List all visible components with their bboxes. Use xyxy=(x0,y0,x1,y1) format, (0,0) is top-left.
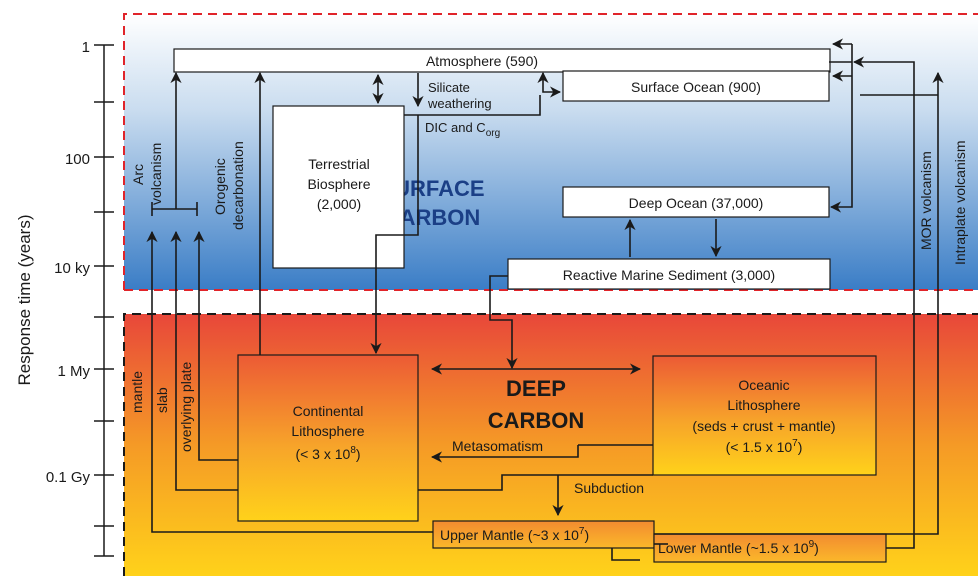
surface-ocean-box xyxy=(562,70,830,102)
reactive-marine-sediment-label: Reactive Marine Sediment (3,000) xyxy=(563,267,775,283)
terrestrial-biosphere-line2: Biosphere xyxy=(307,176,370,192)
orogenic-label-2: decarbonation xyxy=(230,141,246,230)
y-tick-label-10ky: 10 ky xyxy=(54,260,90,277)
terrestrial-biosphere-line3: (2,000) xyxy=(317,196,361,212)
overlying-plate-label: overlying plate xyxy=(178,362,194,452)
upper-mantle-label: Upper Mantle (~3 x 107) xyxy=(440,526,589,543)
lower-mantle-box xyxy=(653,533,887,563)
intraplate-volcanism-label: Intraplate volcanism xyxy=(952,140,968,265)
continental-lithosphere-line2: Lithosphere xyxy=(291,423,364,439)
arc-volcanism-label-1: Arc xyxy=(130,164,146,185)
deep-carbon-title-line2: CARBON xyxy=(488,408,585,433)
subduction-label: Subduction xyxy=(574,480,644,496)
subduction-line xyxy=(418,474,653,491)
lower-mantle-label: Lower Mantle (~1.5 x 109) xyxy=(658,539,819,556)
flux-arrows xyxy=(146,38,944,561)
atmosphere-label: Atmosphere (590) xyxy=(426,53,538,69)
deep-carbon-title-line1: DEEP xyxy=(506,376,566,401)
y-axis-title: Response time (years) xyxy=(15,214,34,385)
y-axis-minor-ticks xyxy=(94,44,114,557)
right-ocean-exchange-arrow xyxy=(829,44,853,213)
upper-mantle-box xyxy=(432,520,655,549)
slab-arrow xyxy=(170,230,238,491)
overlying-plate-arrow xyxy=(193,230,238,461)
terrestrial-biosphere-line1: Terrestrial xyxy=(308,156,369,172)
y-tick-label-0.1gy: 0.1 Gy xyxy=(46,469,91,486)
dic-corg-label: DIC and Corg xyxy=(425,120,500,139)
lower-mantle-up-arrow xyxy=(611,548,640,561)
deep-ocean-label: Deep Ocean (37,000) xyxy=(629,195,764,211)
weathering-dic-corg-line xyxy=(404,95,541,116)
silicate-weathering-label-1: Silicate xyxy=(428,80,470,95)
mantle-label: mantle xyxy=(129,371,145,413)
oceanic-lithosphere-line2: Lithosphere xyxy=(727,397,800,413)
y-tick-label-1my: 1 My xyxy=(57,363,90,380)
continental-lithosphere-line1: Continental xyxy=(293,403,364,419)
deep-ocean-box xyxy=(562,186,830,218)
arc-volcanism-label-2: volcanism xyxy=(148,143,164,205)
sediment-burial-arrow xyxy=(489,275,518,370)
atmosphere-surface-ocean-arrow xyxy=(537,71,562,98)
intraplate-volcanism-arrow xyxy=(852,56,915,549)
slab-label: slab xyxy=(154,387,170,413)
oceanic-lithosphere-line1: Oceanic xyxy=(738,377,789,393)
y-tick-label-100: 100 xyxy=(65,151,90,168)
reactive-marine-sediment-box xyxy=(507,258,831,290)
terrestrial-biosphere-box xyxy=(272,105,405,269)
continental-lithosphere-box xyxy=(237,354,419,522)
surface-ocean-label: Surface Ocean (900) xyxy=(631,79,761,95)
arc-volcanism-bracket xyxy=(151,202,198,216)
continental-lithosphere-line3: (< 3 x 108) xyxy=(295,445,360,462)
oceanic-lithosphere-line3: (seds + crust + mantle) xyxy=(692,418,835,434)
oceanic-lithosphere-line4: (< 1.5 x 107) xyxy=(726,438,803,455)
atmosphere-box xyxy=(173,48,831,73)
mor-volcanism-label: MOR volcanism xyxy=(918,151,934,250)
mor-volcanism-arrow xyxy=(654,71,944,535)
metasomatism-arrow xyxy=(430,445,579,463)
silicate-weathering-label-2: weathering xyxy=(427,96,492,111)
deep-region-dashed-border xyxy=(123,313,978,576)
organic-burial-arrow xyxy=(370,115,419,355)
y-tick-label-1: 1 xyxy=(82,39,90,56)
oceanic-lithosphere-box xyxy=(652,355,877,476)
metasomatism-label: Metasomatism xyxy=(452,438,543,454)
mantle-arrow xyxy=(146,230,433,533)
orogenic-label-1: Orogenic xyxy=(212,158,228,215)
surface-region-dashed-border xyxy=(123,13,978,291)
